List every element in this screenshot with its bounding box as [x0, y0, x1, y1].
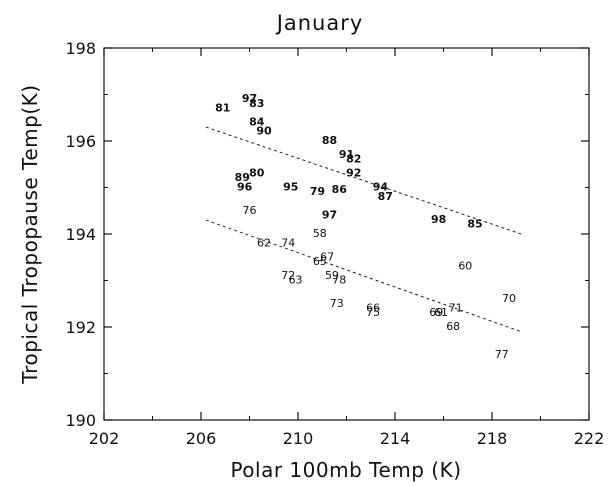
- data-point-label: 59: [325, 269, 339, 282]
- y-tick-label: 194: [65, 225, 96, 244]
- x-tick-label: 214: [380, 429, 411, 448]
- data-point-label: 63: [289, 274, 303, 287]
- data-point-label: 65: [313, 255, 327, 268]
- x-tick-label: 202: [89, 429, 120, 448]
- data-point-label: 82: [346, 153, 361, 166]
- data-point-label: 90: [256, 125, 272, 138]
- data-point-label: 92: [346, 167, 361, 180]
- data-point-label: 66: [366, 301, 380, 314]
- trend-lines: [205, 126, 522, 333]
- data-point-label: 67: [320, 250, 334, 263]
- data-point-label: 96: [237, 181, 253, 194]
- data-point-label: 85: [467, 218, 482, 231]
- data-point-label: 97: [242, 92, 257, 105]
- data-point-label: 88: [322, 134, 337, 147]
- data-point-label: 94: [373, 181, 389, 194]
- data-point-label: 77: [495, 348, 509, 361]
- data-point-label: 70: [502, 292, 516, 305]
- data-point-label: 60: [458, 260, 472, 273]
- data-point-label: 83: [249, 97, 264, 110]
- plot-area-frame: [103, 47, 590, 421]
- axis-ticks: 202 206 210 214 218 222 190 192 194 196 198: [65, 39, 604, 448]
- data-point-label: 69: [429, 306, 443, 319]
- data-point-label: 98: [431, 213, 446, 226]
- x-tick-label: 206: [186, 429, 217, 448]
- trend-line-2: [205, 219, 522, 333]
- data-point-label: 95: [283, 181, 298, 194]
- y-tick-label: 190: [65, 411, 96, 430]
- data-point-label: 87: [378, 190, 393, 203]
- data-point-label: 62: [257, 236, 271, 249]
- data-point-label: 79: [310, 185, 325, 198]
- data-point-label: 71: [449, 301, 463, 314]
- trend-line-1: [205, 126, 522, 235]
- data-point-label: 68: [446, 320, 460, 333]
- x-tick-label: 222: [574, 429, 605, 448]
- data-point-label: 84: [249, 115, 265, 128]
- data-point-label: 97: [322, 208, 337, 221]
- y-tick-label: 198: [65, 39, 96, 58]
- x-axis-label: Polar 100mb Temp (K): [230, 458, 461, 482]
- data-point-label: 61: [434, 306, 448, 319]
- y-tick-label: 192: [65, 318, 96, 337]
- data-point-label: 75: [366, 306, 380, 319]
- data-point-label: 89: [235, 171, 250, 184]
- data-point-label: 91: [339, 148, 354, 161]
- x-tick-label: 218: [477, 429, 508, 448]
- x-tick-label: 210: [283, 429, 314, 448]
- data-point-label: 58: [313, 227, 327, 240]
- data-point-label: 80: [249, 167, 265, 180]
- y-tick-label: 196: [65, 132, 96, 151]
- data-point-label: 74: [281, 236, 295, 249]
- data-point-label: 78: [332, 274, 346, 287]
- data-point-label: 76: [243, 204, 257, 217]
- data-point-label: 73: [330, 297, 344, 310]
- data-point-label: 72: [281, 269, 295, 282]
- data-point-label: 81: [215, 101, 230, 114]
- chart-title: January: [275, 11, 364, 35]
- data-point-label: 86: [332, 183, 348, 196]
- y-axis-label: Tropical Tropopause Temp(K): [18, 84, 42, 384]
